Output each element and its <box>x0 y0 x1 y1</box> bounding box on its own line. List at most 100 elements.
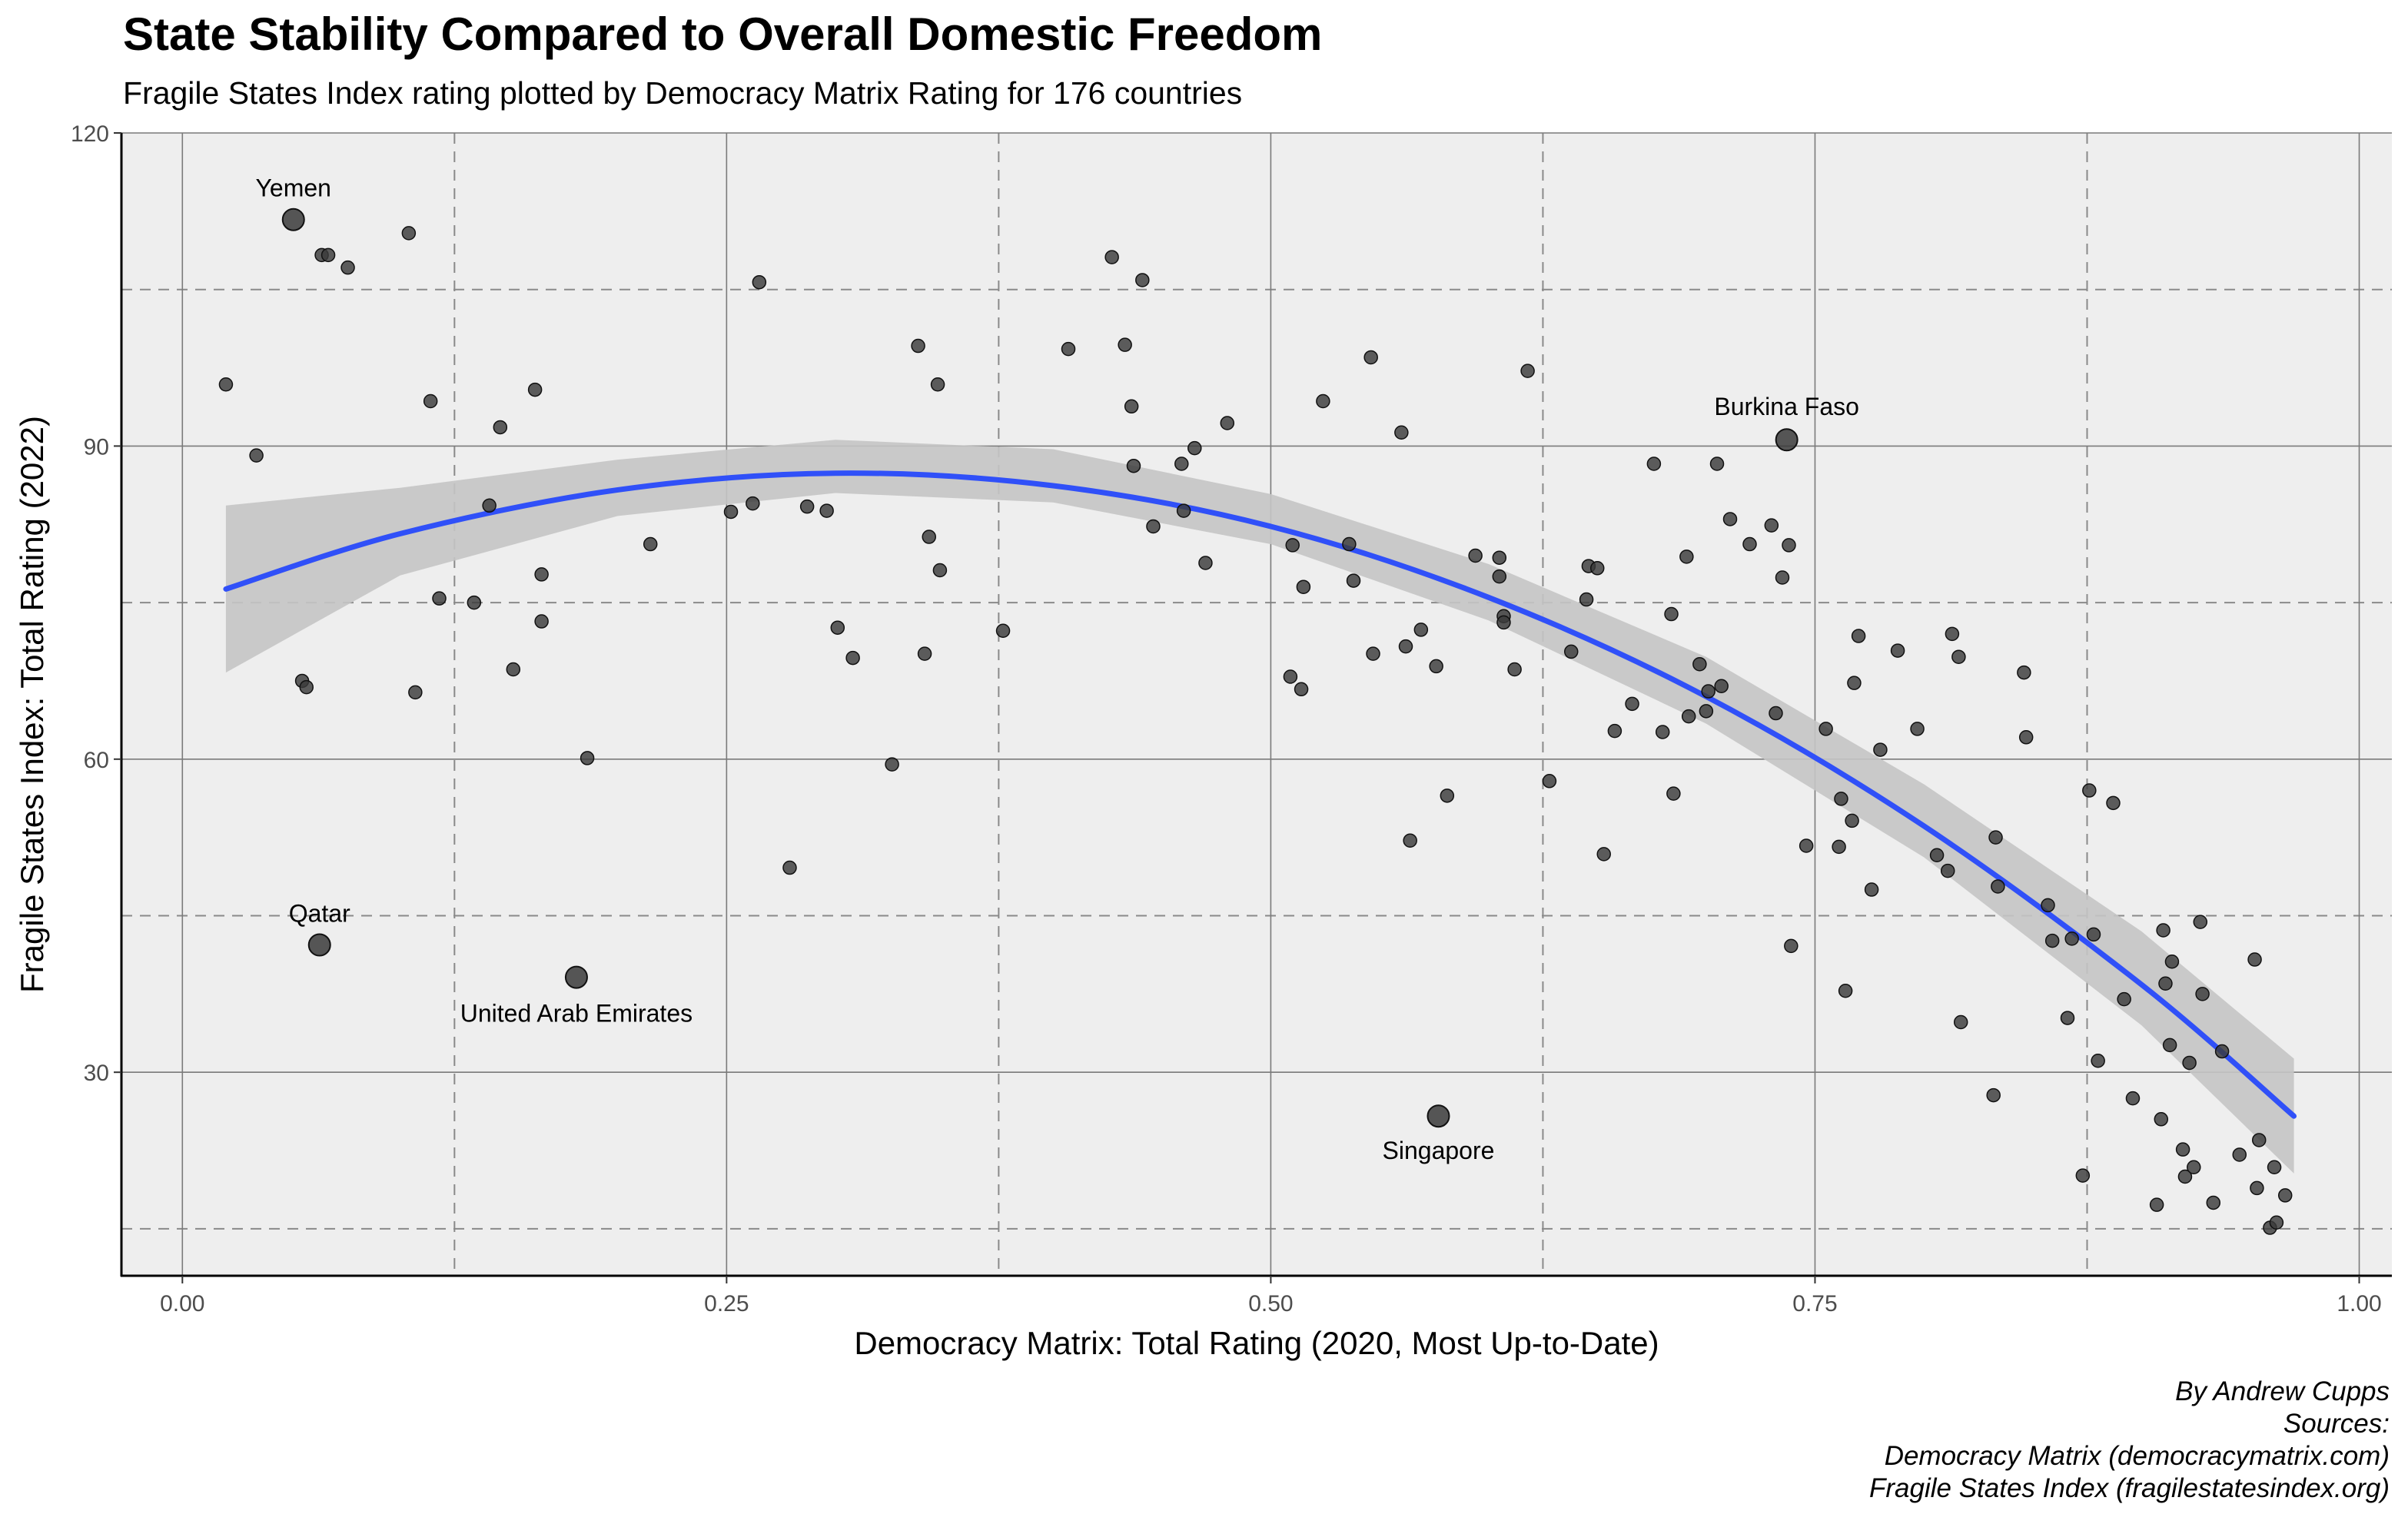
data-point <box>2064 931 2079 946</box>
data-point <box>1742 536 1757 552</box>
data-point <box>1174 457 1189 471</box>
data-point <box>1847 676 1862 690</box>
data-point <box>2149 1197 2164 1212</box>
data-point <box>1413 623 1429 637</box>
point-label: Yemen <box>256 174 331 202</box>
data-point <box>1342 536 1357 552</box>
data-point <box>1890 643 1905 658</box>
data-point <box>2232 1147 2247 1162</box>
data-point <box>299 679 314 695</box>
data-point <box>1664 606 1679 622</box>
x-axis-title: Democracy Matrix: Total Rating (2020, Mo… <box>854 1325 1659 1361</box>
data-point <box>1991 879 2005 894</box>
data-point <box>1363 350 1378 365</box>
annotations: Yemen Burkina Faso Qatar United Arab Emirat… <box>256 174 1859 1165</box>
data-point <box>1492 569 1507 584</box>
data-point <box>1764 518 1779 533</box>
labeled-data-point <box>307 933 331 957</box>
data-point <box>1714 679 1729 693</box>
data-point <box>1579 592 1594 607</box>
data-point <box>1104 250 1119 264</box>
data-point <box>917 646 932 661</box>
data-point <box>401 226 417 241</box>
data-point <box>2091 1054 2105 1068</box>
data-point <box>2175 1142 2190 1157</box>
data-point <box>1520 364 1535 378</box>
data-point <box>819 503 834 518</box>
data-point <box>1709 457 1725 471</box>
chart-title: State Stability Compared to Overall Dome… <box>123 8 1323 60</box>
x-tick-label: 0.25 <box>704 1291 749 1316</box>
data-point <box>1873 742 1888 757</box>
data-point <box>2044 933 2060 948</box>
data-point <box>1701 684 1715 699</box>
data-point <box>2267 1160 2282 1175</box>
data-point <box>1507 662 1522 677</box>
data-point <box>1679 549 1694 564</box>
data-point <box>845 650 860 666</box>
data-point <box>1940 863 1955 878</box>
data-point <box>432 591 447 606</box>
data-point <box>1953 1014 1968 1030</box>
data-point <box>1782 538 1796 553</box>
data-point <box>1986 1087 2001 1103</box>
data-point <box>1294 682 1309 697</box>
data-point <box>1440 789 1455 803</box>
data-point <box>534 567 549 582</box>
data-point <box>1910 722 1925 736</box>
y-axis-title: Fragile States Index: Total Rating (2022… <box>14 416 50 993</box>
data-point <box>2156 923 2171 938</box>
data-point <box>1951 649 1966 664</box>
data-point <box>1061 341 1076 357</box>
data-point <box>1769 706 1783 721</box>
data-point <box>1929 848 1945 862</box>
data-point <box>1496 615 1511 630</box>
data-point <box>1187 440 1202 456</box>
caption-source-fragile-states-index: Fragile States Index (fragilestatesindex… <box>1869 1473 2390 1503</box>
data-point <box>2164 954 2180 969</box>
data-point <box>2251 1133 2267 1147</box>
data-point <box>1666 786 1681 801</box>
data-point <box>1346 573 1361 588</box>
y-tick-label: 60 <box>84 748 109 773</box>
data-point <box>2214 1044 2230 1059</box>
data-point <box>2182 1055 2197 1071</box>
data-point <box>1564 644 1579 659</box>
x-tick-label: 0.50 <box>1248 1291 1293 1316</box>
point-label: Qatar <box>289 900 350 928</box>
data-point <box>2106 795 2121 811</box>
data-point <box>746 496 760 511</box>
data-point <box>1542 774 1557 789</box>
point-label: Burkina Faso <box>1714 393 1859 420</box>
data-point <box>1818 722 1833 736</box>
labeled-data-point <box>564 965 588 989</box>
data-point <box>2247 952 2262 967</box>
data-point <box>1283 669 1298 684</box>
data-point <box>2041 898 2055 913</box>
confidence-band <box>225 440 2294 1174</box>
x-tick-label: 0.00 <box>160 1291 204 1316</box>
data-point <box>408 685 423 700</box>
confidence-band-layer <box>225 440 2294 1174</box>
grid-lines <box>121 132 2392 1276</box>
data-point <box>1945 626 1960 642</box>
trend-line-layer <box>223 470 2297 1119</box>
plot-panel <box>121 133 2392 1276</box>
x-tick-label: 1.00 <box>2337 1291 2381 1316</box>
data-point <box>1646 457 1662 471</box>
data-point <box>249 448 264 463</box>
data-point <box>2060 1011 2075 1025</box>
data-point <box>1316 393 1330 409</box>
data-point <box>506 662 521 677</box>
data-point <box>1699 704 1714 719</box>
data-point <box>2082 783 2097 798</box>
data-point <box>782 860 797 875</box>
data-point <box>1394 425 1409 440</box>
data-point <box>423 393 438 409</box>
data-point <box>467 595 482 610</box>
data-point <box>580 751 595 765</box>
data-point <box>1832 839 1846 855</box>
y-tick-label: 120 <box>71 121 109 147</box>
data-point <box>1146 519 1161 534</box>
